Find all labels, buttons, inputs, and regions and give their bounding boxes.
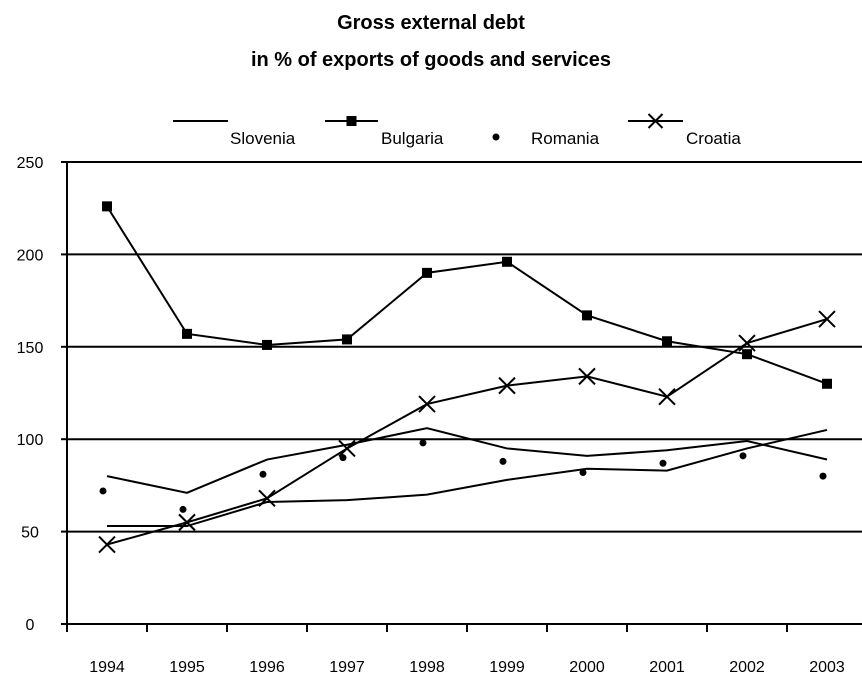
data-point xyxy=(422,267,432,278)
y-axis-ticks: 0 50 100 150 200 250 xyxy=(17,155,67,634)
data-point xyxy=(102,201,112,212)
data-point xyxy=(499,457,507,465)
y-tick-label: 200 xyxy=(17,247,44,264)
legend-item-bulgaria: Bulgaria xyxy=(325,116,444,148)
y-tick-label: 150 xyxy=(17,340,44,357)
legend-marker xyxy=(647,113,664,129)
data-point xyxy=(738,334,756,352)
gridlines xyxy=(67,253,862,533)
x-tick-label: 1994 xyxy=(89,659,125,676)
legend-label: Croatia xyxy=(686,129,741,148)
data-point xyxy=(259,470,267,478)
data-point xyxy=(498,376,516,395)
chart-subtitle: in % of exports of goods and services xyxy=(251,49,611,71)
x-tick-label: 1997 xyxy=(329,659,365,676)
x-tick-label: 2000 xyxy=(569,659,605,676)
x-tick-label: 1995 xyxy=(169,659,205,676)
x-tick-label: 2003 xyxy=(809,659,845,676)
x-tick-label: 1996 xyxy=(249,659,285,676)
data-point xyxy=(262,339,272,350)
legend-item-romania: Romania xyxy=(492,129,600,148)
series-line xyxy=(106,427,828,494)
data-point xyxy=(502,256,512,267)
data-point xyxy=(658,387,676,406)
series-bulgaria xyxy=(102,201,832,389)
series xyxy=(98,201,836,554)
y-tick-label: 250 xyxy=(17,155,44,172)
legend-item-slovenia: Slovenia xyxy=(173,120,296,148)
data-point xyxy=(578,367,596,386)
data-point xyxy=(99,487,107,495)
series-unlabeled xyxy=(106,427,828,494)
x-tick-label: 1999 xyxy=(489,659,525,676)
data-point xyxy=(818,310,836,328)
data-point xyxy=(98,535,116,554)
data-point xyxy=(822,378,832,389)
legend-marker xyxy=(346,116,357,126)
y-tick-label: 0 xyxy=(26,617,35,634)
series-line xyxy=(106,318,828,546)
data-point xyxy=(662,336,672,347)
data-point xyxy=(742,349,752,360)
data-point xyxy=(582,310,592,321)
legend-label: Romania xyxy=(531,129,600,148)
data-point xyxy=(419,439,427,447)
x-tick-label: 2001 xyxy=(649,659,685,676)
legend-label: Slovenia xyxy=(230,129,296,148)
y-tick-label: 100 xyxy=(17,432,44,449)
data-point xyxy=(579,468,587,476)
data-point xyxy=(418,395,436,413)
data-point xyxy=(659,459,667,467)
data-point xyxy=(819,472,827,480)
x-tick-label: 1998 xyxy=(409,659,445,676)
legend-label: Bulgaria xyxy=(381,129,444,148)
data-point xyxy=(182,328,192,339)
data-point xyxy=(178,513,196,532)
legend: Slovenia Bulgaria Romania Croatia xyxy=(173,113,741,148)
y-tick-label: 50 xyxy=(21,525,39,542)
legend-marker xyxy=(492,133,500,141)
series-slovenia xyxy=(107,428,828,528)
data-point xyxy=(339,454,347,462)
series-line xyxy=(107,428,828,528)
data-point xyxy=(342,334,352,345)
axes xyxy=(66,161,862,625)
series-romania xyxy=(99,439,827,513)
legend-item-croatia: Croatia xyxy=(628,113,741,148)
series-line xyxy=(106,205,828,385)
data-point xyxy=(179,505,187,513)
chart-title: Gross external debt xyxy=(337,12,525,34)
data-point xyxy=(258,489,276,508)
data-point xyxy=(739,452,747,460)
x-axis-ticks: 1994 1995 1996 1997 1998 1999 2000 2001 2002 2003 xyxy=(66,624,845,676)
x-tick-label: 2002 xyxy=(729,659,765,676)
series-croatia xyxy=(98,310,836,554)
